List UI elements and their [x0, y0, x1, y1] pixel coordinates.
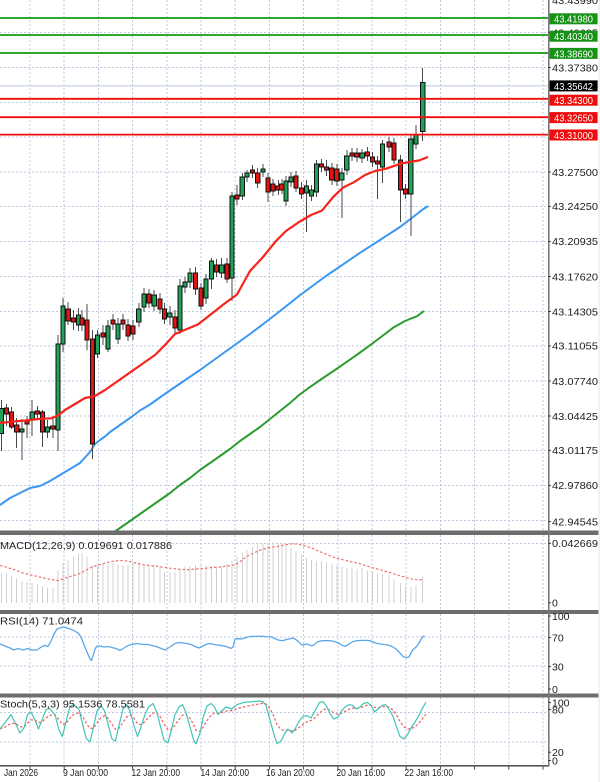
svg-text:42.97860: 42.97860 [552, 480, 598, 492]
svg-text:80: 80 [552, 704, 564, 716]
svg-text:0.042669: 0.042669 [552, 538, 598, 550]
svg-text:30: 30 [552, 661, 564, 673]
svg-text:43.43990: 43.43990 [552, 0, 598, 7]
svg-text:43.01175: 43.01175 [552, 445, 598, 457]
svg-text:0: 0 [552, 684, 558, 696]
svg-text:43.37380: 43.37380 [552, 62, 598, 74]
svg-text:43.32650: 43.32650 [554, 114, 593, 125]
svg-text:9 Jan 00:00: 9 Jan 00:00 [63, 767, 108, 779]
svg-text:43.34300: 43.34300 [554, 96, 593, 107]
svg-text:Jan 2026: Jan 2026 [4, 767, 38, 779]
svg-text:0: 0 [552, 598, 558, 610]
svg-text:43.14305: 43.14305 [552, 306, 598, 318]
svg-text:100: 100 [552, 611, 570, 623]
svg-text:43.11055: 43.11055 [552, 341, 598, 353]
svg-text:43.31000: 43.31000 [554, 131, 593, 142]
svg-text:43.07740: 43.07740 [552, 376, 598, 388]
svg-text:43.20935: 43.20935 [552, 236, 598, 248]
svg-text:Stoch(5,3,3) 95.1536 78.5581: Stoch(5,3,3) 95.1536 78.5581 [0, 700, 145, 711]
svg-text:43.17620: 43.17620 [552, 271, 598, 283]
svg-text:14 Jan 20:00: 14 Jan 20:00 [201, 767, 250, 779]
svg-text:70: 70 [552, 632, 564, 644]
svg-text:43.04425: 43.04425 [552, 411, 598, 423]
svg-text:16 Jan 20:00: 16 Jan 20:00 [266, 767, 315, 779]
svg-text:43.40340: 43.40340 [554, 32, 593, 43]
svg-text:0: 0 [552, 755, 558, 767]
svg-text:12 Jan 20:00: 12 Jan 20:00 [132, 767, 181, 779]
svg-text:43.27500: 43.27500 [552, 167, 598, 179]
svg-text:RSI(14) 71.0474: RSI(14) 71.0474 [0, 617, 83, 628]
svg-text:43.41980: 43.41980 [554, 15, 593, 26]
svg-text:43.38690: 43.38690 [554, 49, 593, 60]
svg-text:20 Jan 16:00: 20 Jan 16:00 [337, 767, 386, 779]
svg-text:43.35642: 43.35642 [554, 82, 593, 93]
svg-text:100: 100 [552, 697, 570, 709]
svg-text:22 Jan 16:00: 22 Jan 16:00 [405, 767, 454, 779]
svg-text:20: 20 [552, 747, 564, 759]
svg-text:MACD(12,26,9) 0.019691 0.01788: MACD(12,26,9) 0.019691 0.017886 [0, 541, 172, 552]
svg-text:43.24250: 43.24250 [552, 201, 598, 213]
svg-text:42.94545: 42.94545 [552, 516, 598, 528]
